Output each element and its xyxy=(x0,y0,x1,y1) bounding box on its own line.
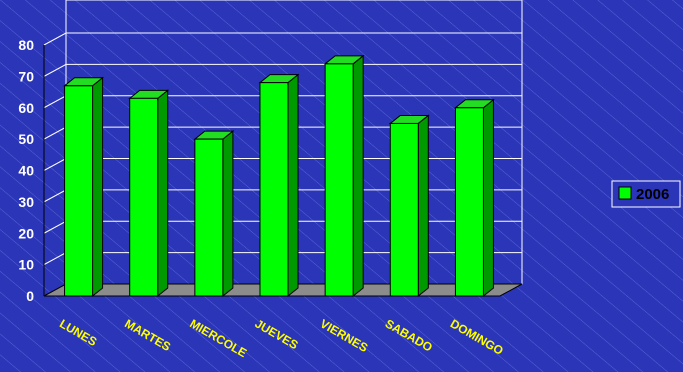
bar-side xyxy=(222,130,234,298)
bar-front xyxy=(324,63,354,297)
y-tick-label: 20 xyxy=(18,225,34,241)
bar-front xyxy=(129,97,159,297)
legend-swatch xyxy=(618,186,632,200)
bar-front xyxy=(259,82,289,297)
bar-front xyxy=(454,107,484,297)
bar-side xyxy=(352,54,364,298)
bar-front xyxy=(389,122,419,297)
bar-side xyxy=(157,89,169,298)
bar xyxy=(63,76,104,298)
bar-series-2006 xyxy=(63,54,495,298)
y-tick-label: 60 xyxy=(18,100,34,116)
bar-side xyxy=(92,76,104,298)
bar-front xyxy=(194,138,224,297)
y-tick-label: 80 xyxy=(18,37,34,53)
y-tick-label: 0 xyxy=(26,288,34,304)
y-tick-label: 50 xyxy=(18,131,34,147)
y-tick-label: 40 xyxy=(18,163,34,179)
y-tick-label: 30 xyxy=(18,194,34,210)
bar-side xyxy=(482,98,494,298)
legend: 2006 xyxy=(611,180,681,208)
legend-label: 2006 xyxy=(636,186,669,203)
gridline xyxy=(43,63,522,77)
bar xyxy=(388,114,430,298)
bar xyxy=(454,98,495,298)
y-axis-ticks: 0 10 20 30 40 50 60 70 80 xyxy=(18,37,45,304)
y-tick-label: 10 xyxy=(18,257,34,273)
bar xyxy=(258,73,300,298)
bar-side xyxy=(287,73,299,298)
bar xyxy=(323,54,365,298)
gridline xyxy=(43,32,522,46)
bar xyxy=(193,130,235,298)
bar-front xyxy=(64,85,94,297)
bar xyxy=(128,89,170,298)
y-tick-label: 70 xyxy=(18,68,34,84)
bar-side xyxy=(417,114,429,298)
